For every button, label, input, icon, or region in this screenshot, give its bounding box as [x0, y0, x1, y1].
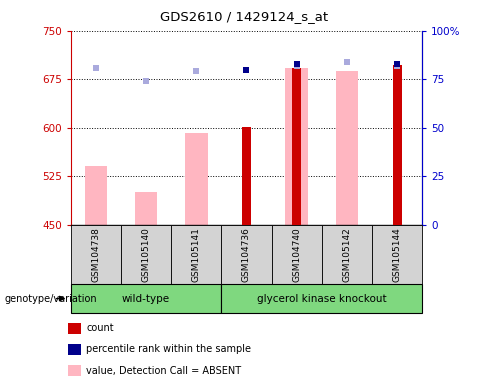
Text: GSM104740: GSM104740	[292, 227, 301, 282]
Bar	[84, 167, 107, 225]
Bar	[285, 68, 308, 225]
Text: wild-type: wild-type	[122, 293, 170, 304]
Text: GSM105144: GSM105144	[392, 227, 402, 282]
Text: percentile rank within the sample: percentile rank within the sample	[86, 344, 251, 354]
Text: count: count	[86, 323, 114, 333]
Text: value, Detection Call = ABSENT: value, Detection Call = ABSENT	[86, 366, 242, 376]
Bar	[292, 68, 301, 225]
Bar	[185, 133, 207, 225]
Text: genotype/variation: genotype/variation	[5, 293, 98, 304]
Text: GSM104738: GSM104738	[91, 227, 101, 282]
Text: GSM105142: GSM105142	[342, 227, 351, 282]
Text: GSM105141: GSM105141	[192, 227, 201, 282]
Bar	[242, 127, 251, 225]
Bar	[392, 65, 402, 225]
Text: GSM104736: GSM104736	[242, 227, 251, 282]
Bar	[135, 192, 157, 225]
Text: GSM105140: GSM105140	[142, 227, 151, 282]
Text: glycerol kinase knockout: glycerol kinase knockout	[257, 293, 386, 304]
Text: GDS2610 / 1429124_s_at: GDS2610 / 1429124_s_at	[160, 10, 328, 23]
Bar	[336, 71, 358, 225]
